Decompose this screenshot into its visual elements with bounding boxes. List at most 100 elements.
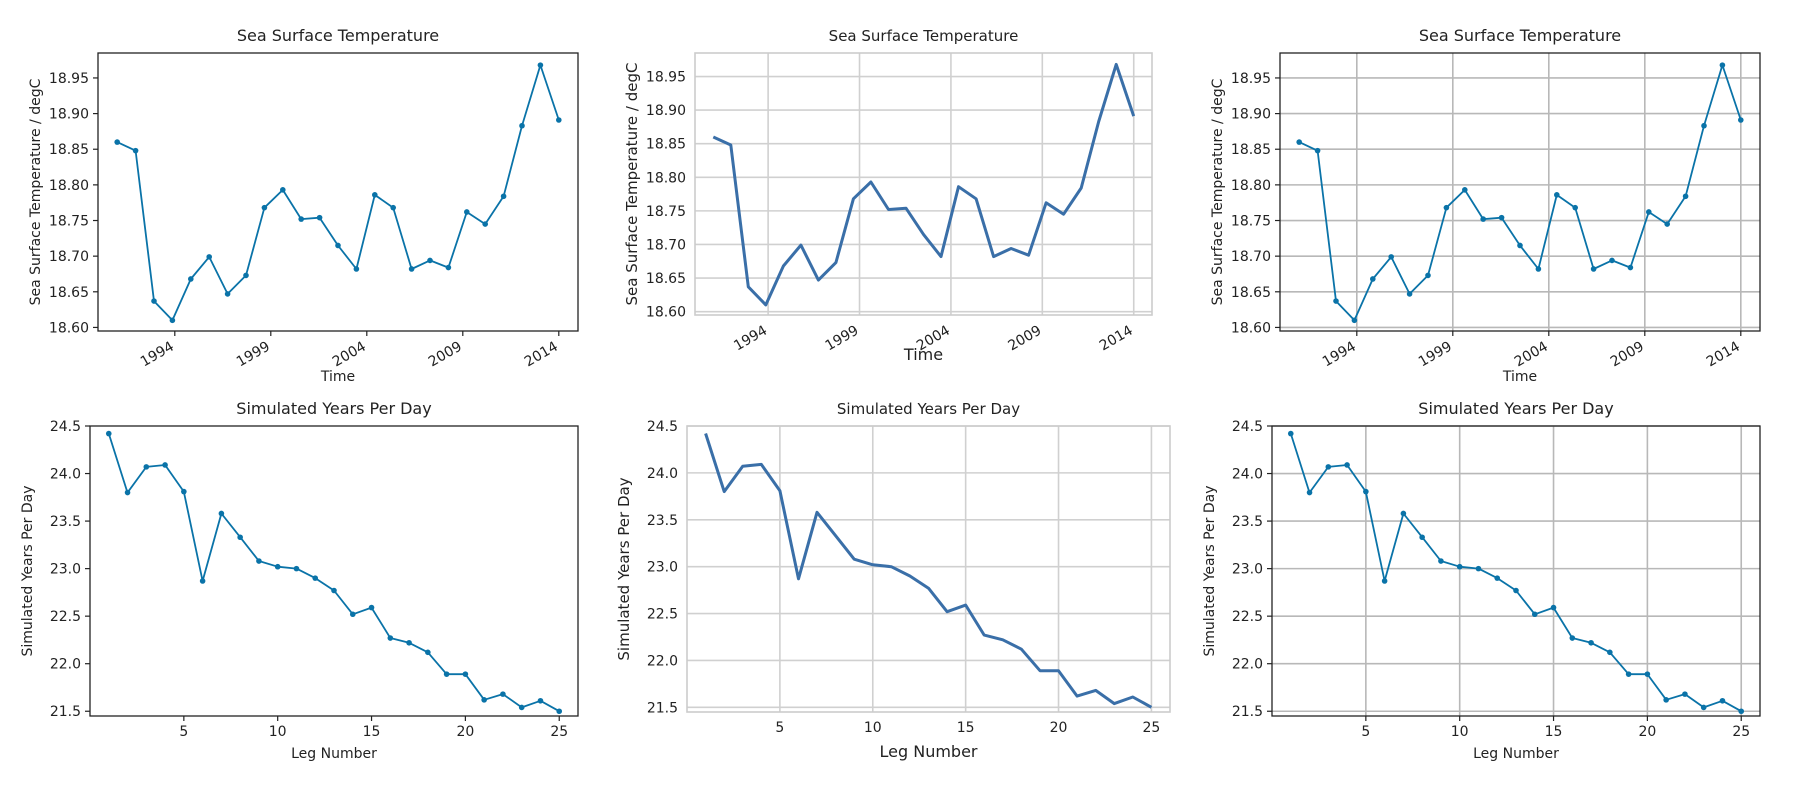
y-tick-label: 18.85 — [49, 142, 89, 158]
data-point — [1314, 147, 1321, 154]
data-point — [256, 558, 262, 564]
data-point — [1513, 587, 1519, 594]
data-point — [1627, 264, 1634, 271]
data-point — [1682, 193, 1689, 200]
y-tick-label: 18.70 — [49, 249, 89, 265]
data-point — [1406, 291, 1413, 297]
y-tick-label: 22.5 — [50, 609, 81, 625]
data-point — [1351, 317, 1358, 324]
data-point — [1475, 565, 1482, 572]
x-tick-label: 5 — [179, 724, 188, 740]
x-tick-label: 2014 — [522, 339, 561, 371]
x-tick-label: 15 — [1545, 724, 1563, 740]
plot-frame — [1279, 52, 1761, 332]
chart-panel-2: 18.60 18.65 18.70 18.75 18.80 18.85 18.90 18.95… — [623, 27, 1153, 364]
x-tick-label: 2009 — [1005, 323, 1044, 355]
data-point — [1443, 204, 1450, 211]
data-point — [406, 639, 412, 646]
data-point — [556, 708, 563, 715]
x-tick-label: 2009 — [1608, 339, 1647, 371]
data-point — [462, 671, 469, 677]
chart-title: Sea Surface Temperature — [237, 26, 439, 45]
y-tick-label: 24.0 — [50, 467, 81, 483]
data-point — [556, 117, 562, 123]
data-point — [1625, 671, 1632, 677]
chart-title: Sea Surface Temperature — [829, 27, 1019, 45]
y-axis-label: Sea Surface Temperature / degC — [28, 78, 44, 305]
data-point — [1535, 266, 1542, 272]
data-point — [443, 671, 450, 677]
plot-frame — [686, 425, 1171, 713]
data-point — [464, 209, 470, 215]
x-tick-label: 15 — [363, 724, 381, 740]
data-point — [1296, 139, 1302, 145]
y-tick-label: 18.75 — [49, 214, 89, 230]
x-tick-label: 2009 — [426, 339, 465, 371]
data-point — [353, 266, 360, 272]
series-line — [1298, 64, 1742, 322]
data-point — [224, 291, 231, 297]
data-point — [143, 464, 150, 470]
x-tick-label: 1994 — [731, 323, 770, 355]
data-point — [331, 587, 337, 594]
y-tick-label: 18.95 — [49, 71, 89, 87]
x-tick-label: 25 — [1732, 724, 1750, 740]
data-point — [293, 565, 300, 572]
x-tick-label: 2014 — [1097, 323, 1136, 355]
data-point — [1363, 488, 1369, 495]
data-point — [1531, 611, 1538, 618]
y-tick-label: 18.65 — [49, 285, 89, 301]
y-tick-label: 18.80 — [1231, 178, 1271, 194]
data-point — [1438, 558, 1444, 564]
plot-frame — [1271, 425, 1761, 717]
y-tick-label: 24.5 — [50, 419, 81, 435]
data-point — [162, 462, 168, 468]
data-point — [537, 62, 544, 68]
data-point — [1325, 464, 1332, 470]
y-tick-label: 24.5 — [647, 419, 678, 435]
data-point — [349, 611, 356, 618]
data-point — [1388, 254, 1394, 260]
data-point — [1572, 204, 1578, 211]
y-tick-label: 18.90 — [646, 103, 686, 119]
data-point — [408, 266, 415, 272]
data-point — [1719, 62, 1726, 68]
data-point — [1498, 214, 1505, 221]
data-point — [124, 489, 131, 496]
data-point — [243, 272, 249, 279]
data-point — [1419, 534, 1425, 541]
y-tick-label: 21.5 — [647, 700, 678, 716]
data-point — [114, 139, 120, 145]
data-point — [390, 204, 397, 211]
x-axis-label: Time — [903, 345, 943, 364]
y-tick-label: 18.60 — [646, 305, 686, 321]
data-point — [1700, 704, 1707, 711]
x-tick-label: 1994 — [1320, 339, 1359, 371]
data-point — [312, 575, 319, 581]
data-point — [519, 122, 525, 129]
y-tick-label: 22.5 — [647, 607, 678, 623]
data-point — [237, 534, 243, 541]
data-point — [1344, 462, 1350, 468]
data-point — [482, 221, 489, 227]
chart-panel-3: 18.60 18.65 18.70 18.75 18.80 18.85 18.90 18.95… — [1210, 26, 1761, 385]
data-point — [169, 317, 176, 324]
data-point — [1609, 257, 1615, 264]
y-tick-label: 24.0 — [647, 466, 678, 482]
data-point — [1738, 708, 1745, 715]
x-tick-label: 5 — [775, 720, 784, 736]
data-point — [181, 488, 187, 495]
data-point — [1738, 117, 1744, 123]
series-line — [116, 64, 560, 322]
data-point — [1306, 489, 1313, 496]
data-point — [1607, 649, 1613, 656]
x-tick-label: 20 — [1638, 724, 1656, 740]
data-point — [425, 649, 431, 656]
y-axis-label: Sea Surface Temperature / degC — [623, 63, 641, 306]
x-tick-label: 10 — [269, 724, 287, 740]
x-tick-label: 1994 — [138, 339, 177, 371]
x-tick-label: 2004 — [1512, 339, 1551, 371]
y-tick-label: 22.0 — [50, 657, 81, 673]
plot-frame — [694, 52, 1153, 316]
data-point — [1370, 276, 1376, 282]
